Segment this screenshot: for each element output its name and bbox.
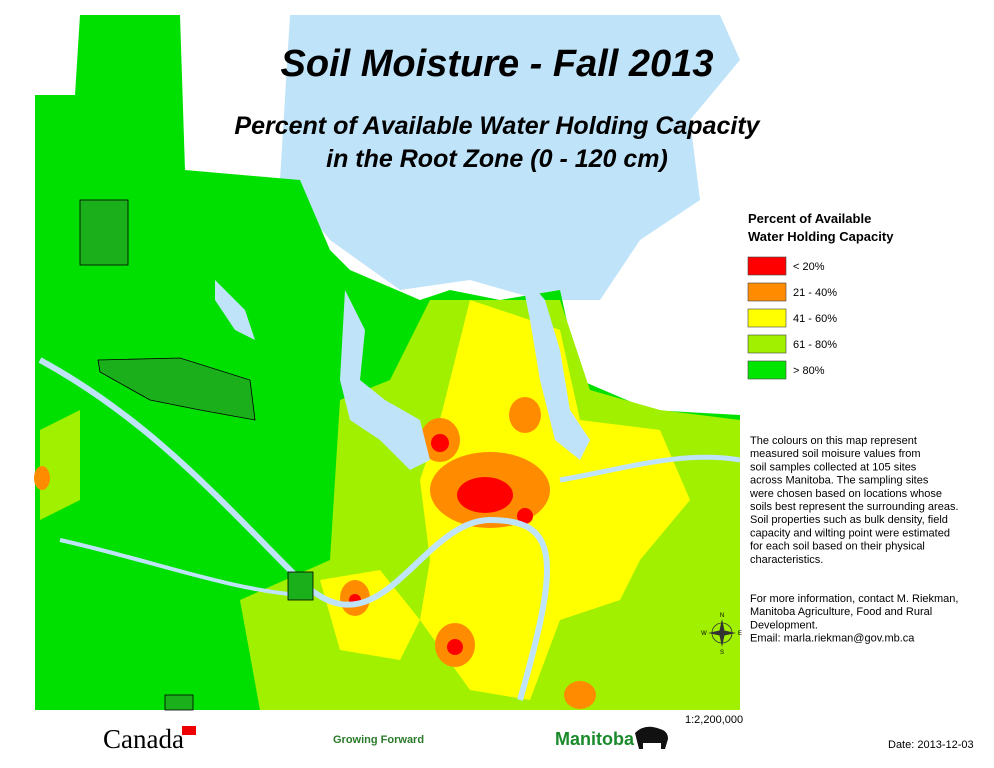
legend-swatch: [747, 282, 787, 302]
logo-manitoba: Manitoba: [555, 729, 635, 749]
legend: Percent of Available Water Holding Capac…: [747, 211, 894, 380]
legend-title: Water Holding Capacity: [748, 229, 894, 244]
lake-winnipeg: [520, 270, 590, 460]
legend-swatch: [747, 308, 787, 328]
compass-label: S: [720, 650, 724, 656]
description-line: across Manitoba. The sampling sites: [750, 475, 929, 487]
description-line: soils best represent the surrounding are…: [750, 501, 959, 513]
description-line: Soil properties such as bulk density, fi…: [750, 514, 948, 526]
description-line: measured soil moisure values from: [750, 448, 921, 460]
very-dry-zone: [517, 508, 533, 524]
compass-label: W: [701, 631, 707, 637]
legend-swatch: [747, 256, 787, 276]
legend-swatch: [747, 360, 787, 380]
legend-label: 41 - 60%: [793, 313, 837, 325]
legend-label: 61 - 80%: [793, 339, 837, 351]
very-dry-zone: [457, 477, 513, 513]
legend-swatch: [747, 334, 787, 354]
legend-label: 21 - 40%: [793, 287, 837, 299]
river: [59, 538, 301, 597]
description-line: were chosen based on locations whose: [749, 488, 942, 500]
dry-zone: [509, 397, 541, 433]
contact-line: Manitoba Agriculture, Food and Rural: [750, 606, 932, 618]
dry-zone: [564, 681, 596, 709]
legend-label: > 80%: [793, 365, 825, 377]
logo-growing-forward: Growing Forward: [333, 734, 424, 746]
compass-label: N: [720, 613, 724, 619]
compass: N E S W: [701, 613, 742, 656]
description-line: for each soil based on their physical: [750, 541, 925, 553]
scale: 1:2,200,000: [685, 714, 743, 726]
bison-icon: [635, 726, 668, 749]
lake: [215, 280, 255, 340]
legend-label: < 20%: [793, 261, 825, 273]
northern-water: [280, 15, 740, 300]
river: [559, 454, 741, 483]
very-dry-zone: [447, 639, 463, 655]
description: The colours on this map representmeasure…: [749, 435, 959, 566]
subtitle: Percent of Available Water Holding Capac…: [234, 112, 760, 140]
description-line: capacity and wilting point were estimate…: [750, 527, 950, 539]
subtitle: in the Root Zone (0 - 120 cm): [326, 145, 668, 173]
date: Date: 2013-12-03: [888, 739, 974, 751]
excluded-area: [164, 694, 194, 711]
dry-zone: [34, 466, 50, 490]
very-dry-zone: [431, 434, 449, 452]
legend-title: Percent of Available: [748, 211, 871, 226]
description-line: characteristics.: [750, 554, 823, 566]
description-line: soil samples collected at 105 sites: [750, 461, 917, 473]
lake-manitoba: [340, 290, 430, 470]
moderate-moisture-zone: [40, 410, 80, 520]
compass-label: E: [738, 631, 742, 637]
contact-line: Development.: [750, 619, 818, 631]
contact-line: Email: marla.riekman@gov.mb.ca: [750, 633, 915, 645]
title: Soil Moisture - Fall 2013: [281, 43, 714, 85]
logo-canada: Canada: [103, 724, 184, 754]
excluded-area: [79, 199, 129, 266]
description-line: The colours on this map represent: [750, 435, 917, 447]
excluded-area: [287, 571, 314, 601]
river: [38, 357, 551, 701]
low-moisture-zone: [420, 300, 690, 700]
contact: For more information, contact M. Riekman…: [750, 593, 958, 645]
excluded-area: [97, 357, 256, 421]
map: N E S W: [34, 15, 742, 711]
contact-line: For more information, contact M. Riekman…: [750, 593, 958, 605]
compass-star: [708, 619, 736, 647]
flag: [182, 726, 196, 735]
